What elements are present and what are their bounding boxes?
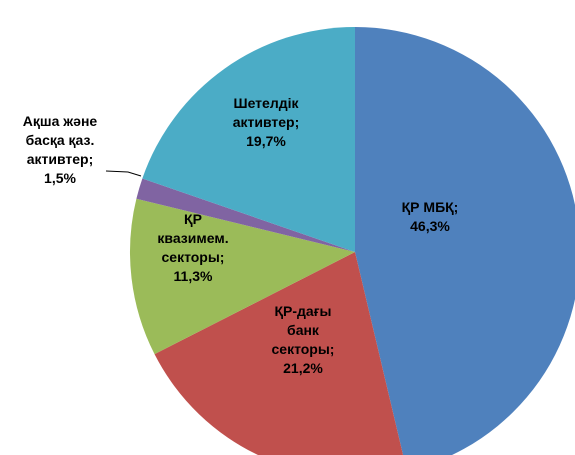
slice — [130, 198, 355, 355]
value-label: 21,2% — [283, 360, 323, 376]
slice-label: ҚР МБҚ; — [402, 199, 459, 215]
slice-label: ҚР-дағы банк секторы; — [272, 303, 335, 357]
slice-label: ҚР квазимем. секторы; — [157, 211, 228, 265]
slice-label: Ақша және басқа қаз. активтер; — [23, 113, 98, 167]
value-label: 46,3% — [410, 218, 450, 234]
value-label: 1,5% — [44, 170, 76, 186]
slice-label: Шетелдік активтер; — [233, 95, 300, 130]
slice — [136, 178, 355, 252]
leader-line — [105, 170, 142, 177]
slices — [130, 27, 575, 455]
slice — [154, 252, 404, 455]
slice — [142, 27, 355, 252]
slice — [355, 27, 575, 455]
value-label: 11,3% — [174, 268, 213, 284]
labels: ҚР МБҚ; 46,3% ҚР-дағы банк секторы; 21,2% ҚР кв… — [23, 95, 459, 376]
value-label: 19,7% — [246, 133, 286, 149]
